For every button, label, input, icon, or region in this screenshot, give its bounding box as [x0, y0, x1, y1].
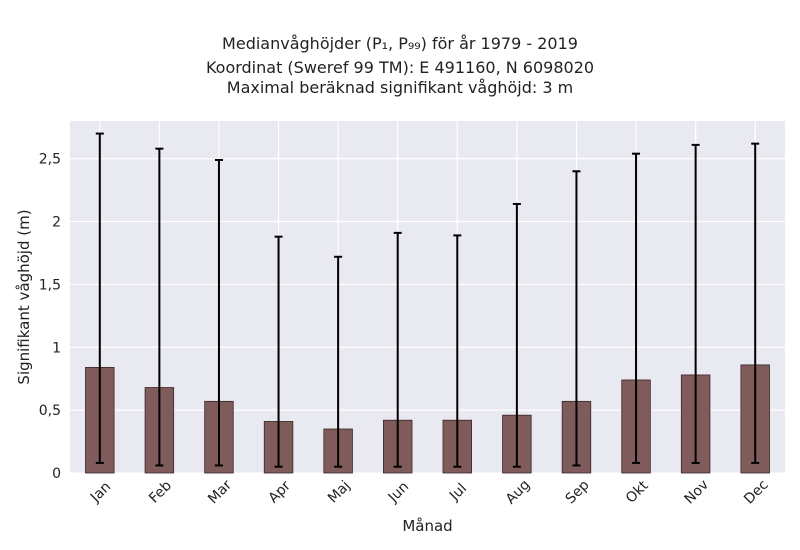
x-tick-label: Aug [503, 477, 534, 508]
error-bar-aug [512, 202, 521, 468]
error-bar-okt [632, 152, 641, 464]
y-axis-ticks: 0 0,5 1 1,5 2 2,5 [39, 152, 61, 482]
error-bar-apr [274, 235, 283, 468]
y-tick-label: 0,5 [39, 403, 61, 419]
x-axis-label: Månad [402, 517, 452, 535]
error-bar-sep [572, 170, 581, 467]
x-tick-label: Jan [87, 479, 114, 506]
error-bar-jan [95, 132, 104, 464]
error-bar-nov [691, 143, 700, 464]
x-tick-label: Jul [446, 481, 470, 505]
x-tick-label: Sep [563, 477, 593, 507]
x-tick-label: Apr [265, 478, 294, 507]
error-bars [95, 132, 760, 468]
x-axis-ticks: Jan Feb Mar Apr Maj Jun Jul Aug Sep Okt Nov Dec [87, 477, 772, 508]
error-bar-maj [334, 255, 343, 468]
x-tick-label: Feb [146, 478, 175, 507]
x-tick-label: Nov [681, 477, 712, 508]
y-tick-label: 0 [52, 466, 61, 482]
y-axis-label: Signifikant våghöjd (m) [15, 209, 33, 384]
x-tick-label: Dec [741, 477, 771, 507]
x-tick-label: Jun [385, 479, 412, 506]
x-tick-label: Okt [623, 477, 652, 506]
error-bar-mar [214, 158, 223, 467]
y-tick-label: 1 [52, 340, 61, 356]
chart-title-line-1: Medianvåghöjder (P₁, P₉₉) för år 1979 - … [222, 34, 578, 53]
chart-title-line-2: Koordinat (Sweref 99 TM): E 491160, N 60… [205, 58, 595, 77]
y-tick-label: 1,5 [39, 277, 61, 293]
x-tick-label: Mar [205, 477, 235, 507]
x-tick-label: Maj [325, 478, 354, 507]
error-bar-jul [453, 234, 462, 468]
plot-area [70, 121, 785, 473]
error-bar-dec [751, 142, 760, 464]
y-tick-label: 2 [52, 215, 61, 231]
y-tick-label: 2,5 [39, 152, 61, 168]
error-bar-feb [155, 147, 164, 467]
error-bar-jun [393, 231, 402, 468]
chart-title-line-3: Maximal beräknad signifikant våghöjd: 3 … [226, 78, 574, 97]
